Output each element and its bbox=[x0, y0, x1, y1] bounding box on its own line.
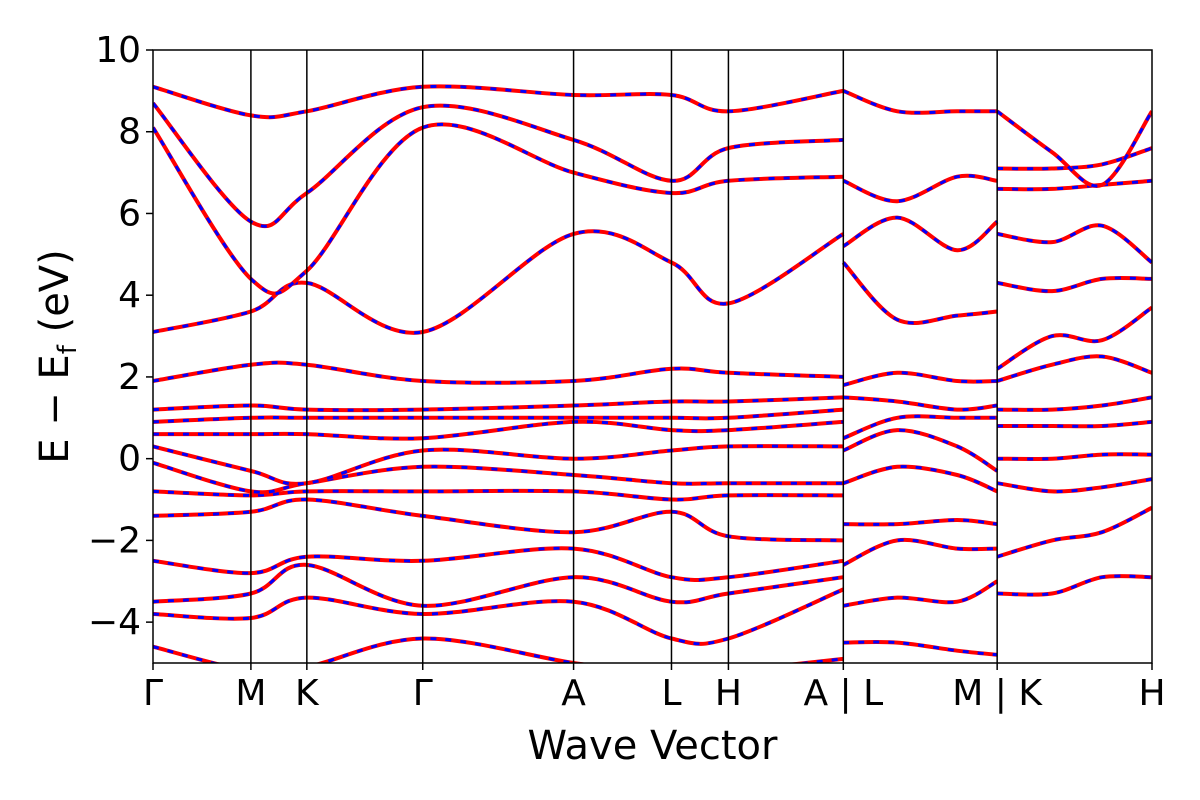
band-line-overlay bbox=[842, 261, 998, 325]
x-tick-label: L bbox=[661, 673, 681, 714]
y-axis-label: E − Ef (eV) bbox=[32, 249, 83, 464]
band-line bbox=[153, 444, 844, 486]
band-line-overlay bbox=[996, 506, 1152, 559]
band-line bbox=[841, 261, 998, 325]
band-line-overlay bbox=[843, 579, 998, 608]
band-line-overlay bbox=[153, 444, 844, 486]
band-line-overlay bbox=[997, 179, 1152, 191]
x-tick-label: A bbox=[561, 673, 586, 714]
y-tick-label: 10 bbox=[95, 30, 141, 71]
band-line bbox=[996, 223, 1152, 265]
band-line bbox=[153, 562, 844, 608]
band-line bbox=[842, 428, 999, 473]
band-line-overlay bbox=[842, 174, 998, 203]
kpoint-lines bbox=[250, 50, 998, 663]
band-line-overlay bbox=[153, 361, 844, 385]
band-line-overlay bbox=[996, 110, 1152, 188]
band-line bbox=[153, 84, 844, 120]
y-tick-label: 4 bbox=[118, 275, 141, 316]
y-tick-label: 0 bbox=[118, 439, 141, 480]
band-line-overlay bbox=[153, 395, 844, 412]
x-tick-label: K bbox=[295, 673, 320, 714]
y-tick-label: 8 bbox=[118, 112, 141, 153]
band-line-overlay bbox=[996, 477, 1152, 493]
band-line bbox=[996, 505, 1152, 559]
x-tick-label: Γ bbox=[413, 673, 433, 714]
y-tick-label: 6 bbox=[118, 193, 141, 234]
x-tick-label: A | L bbox=[803, 673, 883, 714]
y-tick-label: 2 bbox=[118, 357, 141, 398]
band-line bbox=[842, 414, 998, 441]
band-line-overlay bbox=[997, 574, 1152, 597]
band-line-overlay bbox=[153, 489, 844, 502]
band-line-overlay bbox=[997, 420, 1152, 428]
band-line bbox=[842, 215, 999, 253]
band-line-overlay bbox=[842, 538, 998, 567]
band-line-overlay bbox=[843, 640, 998, 657]
band-line bbox=[842, 537, 998, 567]
plot-frame bbox=[152, 49, 1153, 664]
band-line-overlay bbox=[153, 408, 844, 424]
band-line-overlay bbox=[997, 395, 1152, 412]
x-tick-label: H bbox=[1138, 673, 1165, 714]
band-line-overlay bbox=[997, 146, 1152, 171]
band-line-overlay bbox=[843, 518, 998, 526]
y-axis-label-subscript: f bbox=[53, 344, 83, 354]
band-line bbox=[842, 464, 999, 494]
band-line-overlay bbox=[153, 229, 845, 335]
band-line bbox=[842, 173, 998, 204]
band-line-overlay bbox=[153, 84, 844, 119]
y-axis-label-main: E − E bbox=[32, 354, 78, 464]
band-line-overlay bbox=[153, 636, 844, 663]
bands-layer bbox=[153, 84, 1152, 663]
band-line bbox=[153, 497, 844, 543]
band-line bbox=[996, 275, 1152, 294]
band-line bbox=[842, 89, 998, 115]
band-line-overlay bbox=[842, 216, 999, 252]
x-tick-label: Γ bbox=[143, 673, 163, 714]
band-line bbox=[996, 305, 1152, 371]
y-axis: −4 −2 0 2 4 6 8 10 bbox=[88, 30, 153, 643]
band-line bbox=[153, 636, 844, 663]
band-line-overlay bbox=[153, 102, 844, 228]
x-axis-label: Wave Vector bbox=[528, 723, 779, 769]
band-line-overlay bbox=[153, 546, 844, 582]
band-line-overlay bbox=[843, 395, 998, 412]
band-line bbox=[996, 109, 1152, 188]
band-line-overlay bbox=[153, 497, 844, 542]
band-line-overlay bbox=[153, 122, 844, 296]
band-line-overlay bbox=[996, 354, 1152, 383]
band-line-overlay bbox=[842, 428, 999, 473]
band-line-overlay bbox=[842, 371, 998, 387]
band-line-overlay bbox=[153, 420, 844, 441]
band-line-overlay bbox=[996, 276, 1152, 293]
band-line bbox=[153, 460, 844, 495]
y-axis-label-unit: (eV) bbox=[32, 249, 78, 345]
x-tick-label: M | K bbox=[952, 673, 1043, 714]
x-tick-label: H bbox=[715, 673, 742, 714]
x-tick-label: M bbox=[235, 673, 266, 714]
band-line bbox=[153, 122, 844, 296]
band-line bbox=[153, 101, 844, 229]
band-line-overlay bbox=[153, 461, 844, 494]
y-tick-label: −2 bbox=[88, 520, 141, 561]
y-tick-label: −4 bbox=[88, 602, 141, 643]
band-line-overlay bbox=[997, 452, 1152, 461]
band-line bbox=[842, 579, 999, 608]
